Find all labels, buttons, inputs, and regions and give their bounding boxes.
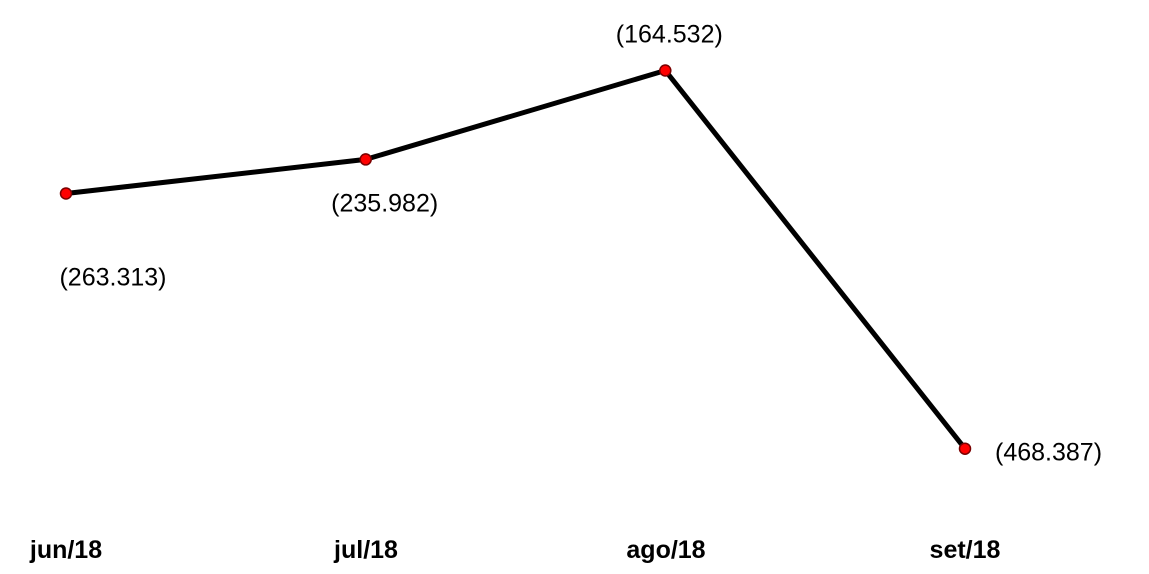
data-point-0 (59, 187, 73, 200)
x-axis-ticks: jun/18 jul/18 ago/18 set/18 (29, 536, 1001, 564)
data-label-0: (263.313) (59, 264, 166, 292)
series-line (63, 68, 968, 452)
data-label-3: (468.387) (995, 439, 1102, 467)
data-point-3 (958, 442, 972, 455)
data-point-2 (659, 64, 672, 77)
data-label-2: (164.532) (616, 21, 723, 49)
data-label-layer: (263.313) (235.982) (164.532) (468.387) (59, 21, 1102, 467)
x-tick-label-1: jul/18 (333, 536, 398, 564)
series-layer (59, 64, 972, 455)
data-label-1: (235.982) (331, 189, 438, 217)
data-point-1 (359, 153, 372, 166)
x-tick-label-2: ago/18 (626, 536, 705, 564)
x-tick-label-3: set/18 (930, 536, 1001, 564)
x-tick-label-0: jun/18 (29, 536, 102, 564)
